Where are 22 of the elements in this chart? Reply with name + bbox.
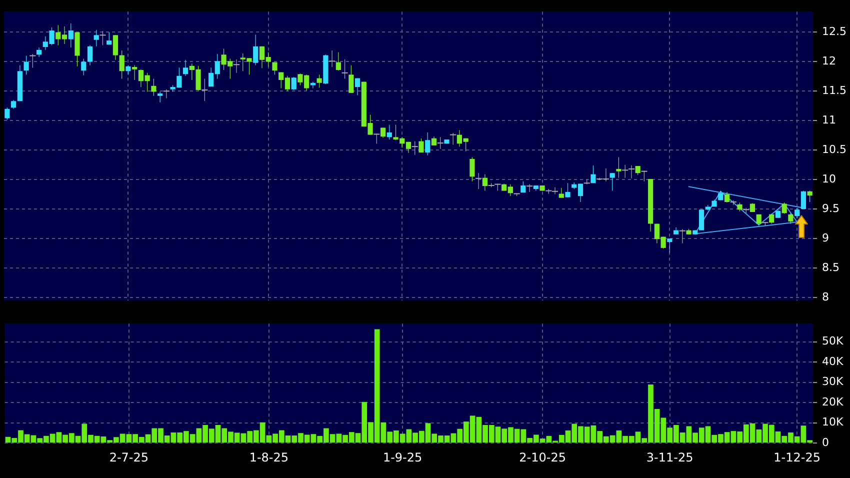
y-tick-label: 11 — [822, 113, 836, 126]
x-tick-label: 2-7-25 — [109, 450, 149, 464]
y-tick-label: 40K — [822, 354, 844, 368]
x-tick-label: 3-11-25 — [646, 450, 694, 464]
y-tick-label: 0 — [822, 436, 829, 449]
y-tick-label: 9 — [822, 231, 829, 244]
y-tick-label: 11.5 — [822, 84, 846, 98]
x-tick-label: 1-12-25 — [774, 450, 821, 464]
y-tick-label: 12.5 — [822, 25, 846, 38]
y-tick-label: 9.5 — [822, 202, 840, 215]
x-tick-label: 1-9-25 — [382, 450, 422, 464]
y-tick-label: 8.5 — [822, 260, 840, 274]
y-tick-label: 50K — [822, 334, 844, 348]
x-tick-label: 2-10-25 — [519, 450, 566, 464]
y-tick-label: 20K — [822, 395, 844, 408]
y-tick-label: 10.5 — [822, 142, 846, 156]
x-tick-label: 1-8-25 — [249, 450, 289, 464]
y-tick-label: 12 — [822, 54, 836, 68]
y-tick-label: 30K — [822, 375, 844, 388]
y-tick-label: 10K — [822, 416, 844, 429]
y-tick-label: 10 — [822, 172, 836, 186]
y-tick-label: 8 — [822, 290, 829, 304]
